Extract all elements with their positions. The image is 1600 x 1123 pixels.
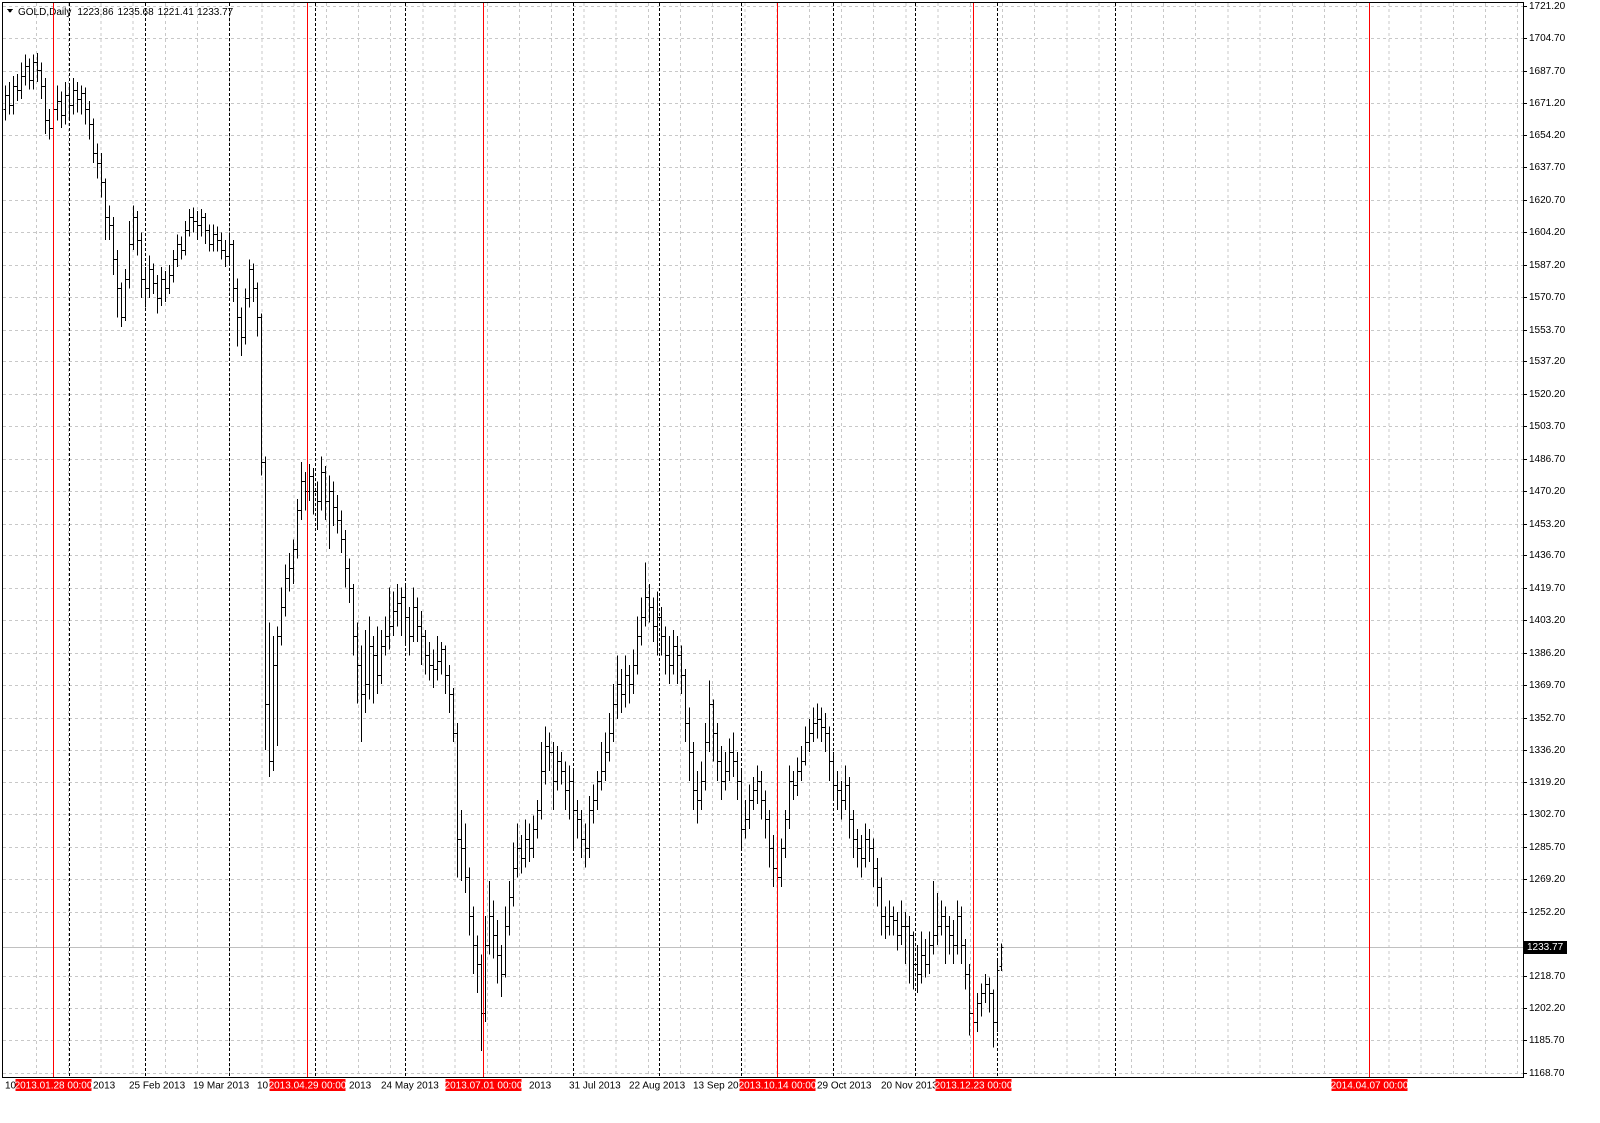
x-tick-label: 24 May 2013 — [381, 1081, 439, 1092]
high-value: 1235.68 — [118, 7, 155, 18]
y-tick-label: 1453.20 — [1529, 519, 1566, 530]
y-tick-label: 1319.20 — [1529, 777, 1566, 788]
y-tick-label: 1403.20 — [1529, 615, 1566, 626]
y-tick-label: 1218.70 — [1529, 971, 1566, 982]
y-tick-label: 1336.20 — [1529, 745, 1566, 756]
marker-label-bg — [935, 1079, 1012, 1091]
y-tick-label: 1604.20 — [1529, 227, 1566, 238]
x-tick-label: 20 Nov 2013 — [881, 1081, 938, 1092]
grid — [3, 3, 1523, 1077]
marker-label: 2013.04.29 00:00 — [269, 1081, 347, 1092]
y-tick-label: 1269.20 — [1529, 874, 1566, 885]
plot-border — [2, 2, 1524, 1078]
y-tick-label: 1587.20 — [1529, 260, 1566, 271]
y-tick-label: 1252.20 — [1529, 907, 1566, 918]
x-tick-label: 29 Oct 2013 — [817, 1081, 872, 1092]
price-label: 1233.77 — [1527, 942, 1564, 953]
y-tick-label: 1352.70 — [1529, 713, 1566, 724]
y-tick-label: 1671.20 — [1529, 98, 1566, 109]
open-value: 1223.86 — [77, 7, 114, 18]
y-tick-label: 1553.70 — [1529, 325, 1566, 336]
y-tick-label: 1687.70 — [1529, 66, 1566, 77]
y-tick-label: 1537.20 — [1529, 356, 1566, 367]
x-tick-label: 10 — [5, 1081, 17, 1092]
y-tick-label: 1168.70 — [1529, 1068, 1565, 1079]
marks — [3, 52, 1004, 1052]
y-tick-label: 1436.70 — [1529, 550, 1566, 561]
header: GOLD,Daily 1223.86 1235.68 1221.41 1233.77 — [18, 7, 234, 18]
y-tick-label: 1202.20 — [1529, 1003, 1566, 1014]
y-tick-label: 1637.70 — [1529, 162, 1566, 173]
marker-label-bg — [1331, 1079, 1408, 1091]
x-tick-label: 22 Aug 2013 — [629, 1081, 686, 1092]
x-tick-label: 2013 — [93, 1081, 116, 1092]
x-tick-label: 25 Feb 2013 — [129, 1081, 186, 1092]
marker-label: 2014.04.07 00:00 — [1331, 1081, 1409, 1092]
close-value: 1233.77 — [197, 7, 234, 18]
low-value: 1221.41 — [158, 7, 195, 18]
y-tick-label: 1486.70 — [1529, 454, 1566, 465]
marker-label: 2013.07.01 00:00 — [445, 1081, 523, 1092]
marker-label-bg — [15, 1079, 92, 1091]
y-tick-label: 1620.70 — [1529, 195, 1566, 206]
y-tick-label: 1704.70 — [1529, 33, 1566, 44]
y-tick-label: 1570.70 — [1529, 292, 1566, 303]
y-tick-label: 1721.20 — [1529, 1, 1566, 12]
marker-label: 2013.01.28 00:00 — [15, 1081, 93, 1092]
y-tick-label: 1302.70 — [1529, 809, 1566, 820]
marker-label-bg — [269, 1079, 346, 1091]
y-tick-label: 1470.20 — [1529, 486, 1566, 497]
price-label-bg — [1524, 941, 1567, 954]
marker-label-bg — [739, 1079, 816, 1091]
x-tick-label: 2013 — [349, 1081, 372, 1092]
y-tick-label: 1285.70 — [1529, 842, 1566, 853]
y-tick-label: 1386.20 — [1529, 648, 1566, 659]
y-tick-label: 1185.70 — [1529, 1035, 1565, 1046]
y-tick-label: 1654.20 — [1529, 130, 1566, 141]
marker-label: 2013.12.23 00:00 — [935, 1081, 1013, 1092]
symbol-title: GOLD,Daily — [18, 7, 71, 18]
menu-triangle[interactable] — [7, 9, 13, 13]
marker-label: 2013.10.14 00:00 — [739, 1081, 817, 1092]
y-tick-label: 1369.70 — [1529, 680, 1566, 691]
marker-label-bg — [445, 1079, 522, 1091]
x-tick-label: 19 Mar 2013 — [193, 1081, 250, 1092]
x-tick-label: 10 — [257, 1081, 269, 1092]
y-tick-label: 1503.70 — [1529, 421, 1566, 432]
x-tick-label: 2013 — [529, 1081, 552, 1092]
y-tick-label: 1520.20 — [1529, 389, 1566, 400]
x-tick-label: 31 Jul 2013 — [569, 1081, 621, 1092]
x-tick-label: 13 Sep 20 — [693, 1081, 739, 1092]
y-tick-label: 1419.70 — [1529, 583, 1566, 594]
